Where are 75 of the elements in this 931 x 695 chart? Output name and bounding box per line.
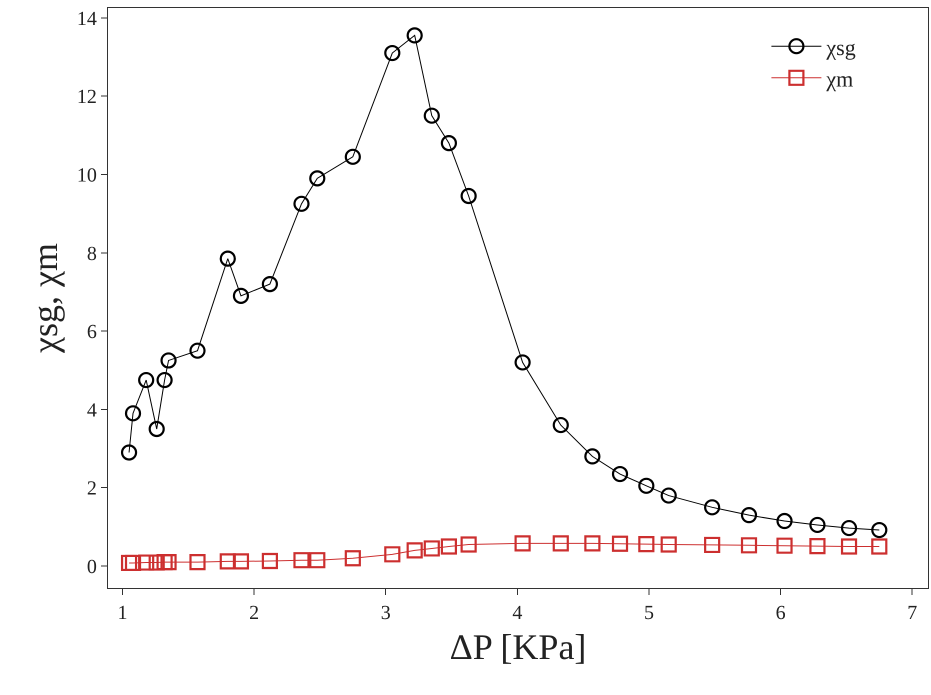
point bbox=[220, 553, 236, 570]
x-tick-label: 7 bbox=[907, 602, 918, 624]
point bbox=[138, 372, 154, 388]
point bbox=[262, 552, 278, 570]
point bbox=[809, 538, 826, 554]
point bbox=[220, 250, 236, 267]
point bbox=[514, 535, 531, 552]
x-tick-label: 6 bbox=[776, 602, 786, 624]
y-tick-label: 10 bbox=[76, 164, 97, 186]
point bbox=[704, 536, 720, 554]
y-tick-label: 0 bbox=[86, 556, 97, 578]
point bbox=[406, 542, 423, 558]
point bbox=[148, 420, 165, 438]
point bbox=[552, 416, 569, 434]
point bbox=[660, 487, 677, 504]
point bbox=[440, 538, 457, 555]
y-tick-label: 4 bbox=[86, 399, 97, 422]
point bbox=[344, 148, 361, 165]
point bbox=[424, 540, 440, 557]
x-tick-label: 3 bbox=[380, 602, 391, 624]
x-tick-label: 1 bbox=[117, 602, 128, 624]
y-tick-label: 12 bbox=[76, 86, 97, 108]
point bbox=[638, 478, 654, 494]
point bbox=[440, 135, 457, 152]
point bbox=[840, 520, 858, 536]
point bbox=[612, 466, 628, 482]
y-tick-label: 14 bbox=[76, 8, 97, 30]
y-tick-label: 8 bbox=[86, 242, 97, 265]
y-tick-label: 6 bbox=[86, 321, 97, 344]
point bbox=[384, 44, 400, 62]
point bbox=[840, 538, 858, 555]
point bbox=[460, 536, 477, 553]
point bbox=[232, 553, 250, 570]
point bbox=[704, 499, 720, 516]
point bbox=[740, 537, 758, 554]
point bbox=[406, 27, 423, 44]
point bbox=[156, 372, 173, 388]
point bbox=[189, 554, 206, 570]
point bbox=[638, 536, 654, 552]
point bbox=[612, 536, 628, 552]
point bbox=[120, 554, 138, 572]
point bbox=[309, 552, 326, 568]
point bbox=[189, 342, 206, 359]
x-tick-label: 4 bbox=[512, 602, 522, 624]
point bbox=[514, 354, 531, 371]
point bbox=[776, 512, 793, 530]
point bbox=[809, 516, 826, 534]
x-tick-label: 5 bbox=[644, 602, 654, 624]
point bbox=[124, 405, 142, 422]
point bbox=[160, 352, 177, 369]
point bbox=[871, 538, 888, 555]
point bbox=[232, 288, 250, 304]
point bbox=[460, 188, 477, 204]
y-axis-title: χsg, χm bbox=[24, 243, 65, 354]
legend-label: χm bbox=[825, 66, 854, 92]
point bbox=[262, 276, 278, 292]
point bbox=[584, 448, 600, 465]
point bbox=[660, 536, 677, 553]
x-axis-title: ΔP [KPa] bbox=[450, 626, 586, 667]
point bbox=[776, 538, 793, 554]
point bbox=[740, 507, 758, 524]
point bbox=[293, 552, 310, 568]
point bbox=[584, 535, 600, 552]
point bbox=[871, 522, 888, 538]
point bbox=[293, 196, 310, 212]
point bbox=[344, 550, 361, 566]
point bbox=[309, 170, 326, 186]
point bbox=[120, 444, 138, 461]
legend-label: χsg bbox=[825, 34, 856, 60]
point bbox=[160, 554, 177, 570]
point bbox=[552, 535, 569, 552]
x-tick-label: 2 bbox=[249, 602, 260, 624]
y-tick-label: 2 bbox=[86, 478, 97, 500]
point bbox=[424, 108, 440, 124]
point bbox=[384, 546, 400, 562]
